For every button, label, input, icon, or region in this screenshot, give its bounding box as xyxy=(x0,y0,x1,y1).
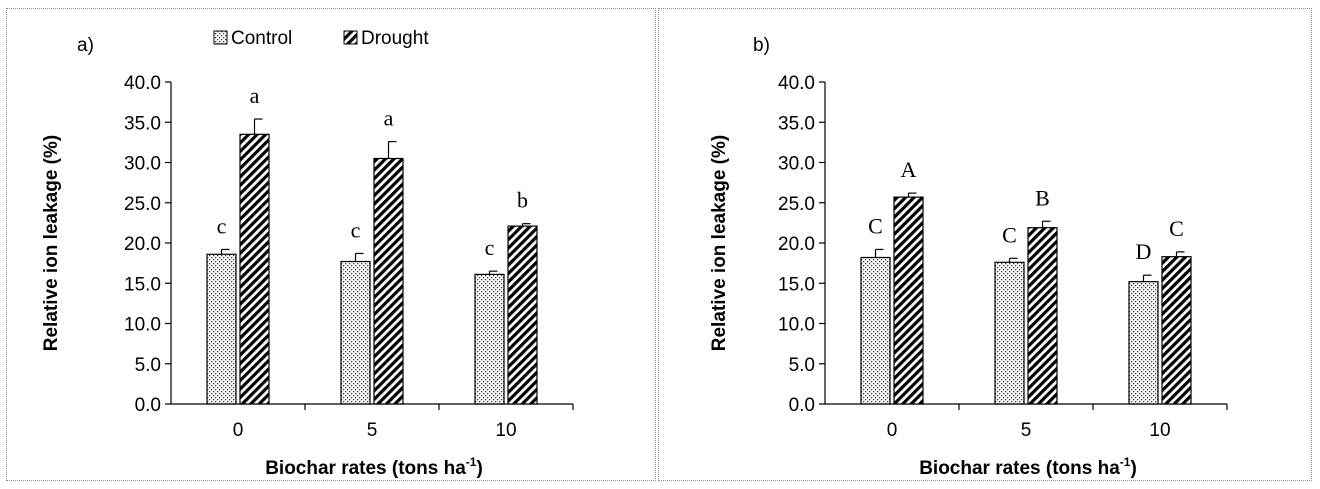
x-tick-label: 0 xyxy=(233,420,244,441)
bar-drought-10 xyxy=(1161,256,1192,405)
y-tick-label: 0.0 xyxy=(789,395,815,416)
y-tick-label: 10.0 xyxy=(124,315,161,336)
legend-swatch-drought xyxy=(343,30,358,45)
significance-letter: C xyxy=(1169,216,1184,241)
significance-letter: B xyxy=(1035,185,1050,210)
y-tick-label: 35.0 xyxy=(778,113,815,134)
y-tick-label: 20.0 xyxy=(124,234,161,255)
y-tick-label: 30.0 xyxy=(778,154,815,175)
significance-letter: a xyxy=(250,83,260,108)
legend-swatch-control xyxy=(213,30,228,45)
y-tick-label: 35.0 xyxy=(124,113,161,134)
y-tick-label: 5.0 xyxy=(135,355,161,376)
significance-letter: a xyxy=(384,106,394,131)
significance-letter: b xyxy=(517,188,528,213)
y-tick-label: 15.0 xyxy=(778,274,815,295)
x-tick-label: 5 xyxy=(367,420,378,441)
y-tick-label: 25.0 xyxy=(124,194,161,215)
y-tick-label: 40.0 xyxy=(778,73,815,94)
y-tick-label: 40.0 xyxy=(124,73,161,94)
bar-drought-5 xyxy=(1027,227,1058,405)
x-tick-label: 0 xyxy=(887,420,898,441)
bar-control-0 xyxy=(860,256,891,405)
y-tick-label: 20.0 xyxy=(778,234,815,255)
bar-control-0 xyxy=(206,253,237,405)
y-axis-title: Relative ion leakage (%) xyxy=(41,135,62,351)
bar-control-10 xyxy=(474,273,505,405)
significance-letter: c xyxy=(351,217,361,242)
y-tick-label: 25.0 xyxy=(778,194,815,215)
x-tick-label: 5 xyxy=(1021,420,1032,441)
bar-drought-5 xyxy=(373,157,404,405)
panel-label: b) xyxy=(753,35,770,56)
legend-label-control: Control xyxy=(231,28,292,49)
y-axis-title: Relative ion leakage (%) xyxy=(709,135,730,351)
y-tick-label: 30.0 xyxy=(124,154,161,175)
x-tick-label: 10 xyxy=(1149,420,1170,441)
significance-letter: c xyxy=(217,213,227,238)
y-tick-label: 0.0 xyxy=(135,395,161,416)
significance-letter: D xyxy=(1136,239,1152,264)
bar-control-5 xyxy=(340,260,371,405)
bar-control-5 xyxy=(994,261,1025,405)
y-tick-label: 15.0 xyxy=(124,274,161,295)
x-axis-title: Biochar rates (tons ha-1) xyxy=(919,455,1137,479)
chart-panel-a: a) 0.0 5.0 10.0 15.0 20.0 25.0 30.0 35.0 40.0 Rela… xyxy=(6,8,656,481)
panel-label: a) xyxy=(77,35,94,56)
chart-b-svg: b) 0.0 5.0 10.0 15.0 20.0 25.0 30.0 35.0 40.0 Rela… xyxy=(709,35,1228,479)
significance-letter: C xyxy=(868,213,883,238)
significance-letter: c xyxy=(485,235,495,260)
legend-label-drought: Drought xyxy=(361,28,429,49)
x-axis-title: Biochar rates (tons ha-1) xyxy=(265,455,483,479)
bar-drought-10 xyxy=(507,225,538,405)
bar-drought-0 xyxy=(239,133,270,405)
y-tick-label: 10.0 xyxy=(778,315,815,336)
y-tick-label: 5.0 xyxy=(789,355,815,376)
x-tick-label: 10 xyxy=(495,420,516,441)
chart-a-svg: a) 0.0 5.0 10.0 15.0 20.0 25.0 30.0 35.0 40.0 Rela… xyxy=(41,28,574,479)
significance-letter: A xyxy=(901,157,917,182)
bar-drought-0 xyxy=(893,196,924,405)
chart-panel-b: b) 0.0 5.0 10.0 15.0 20.0 25.0 30.0 35.0 40.0 Rela… xyxy=(658,8,1312,481)
significance-letter: C xyxy=(1002,222,1017,247)
bar-control-10 xyxy=(1128,281,1159,405)
